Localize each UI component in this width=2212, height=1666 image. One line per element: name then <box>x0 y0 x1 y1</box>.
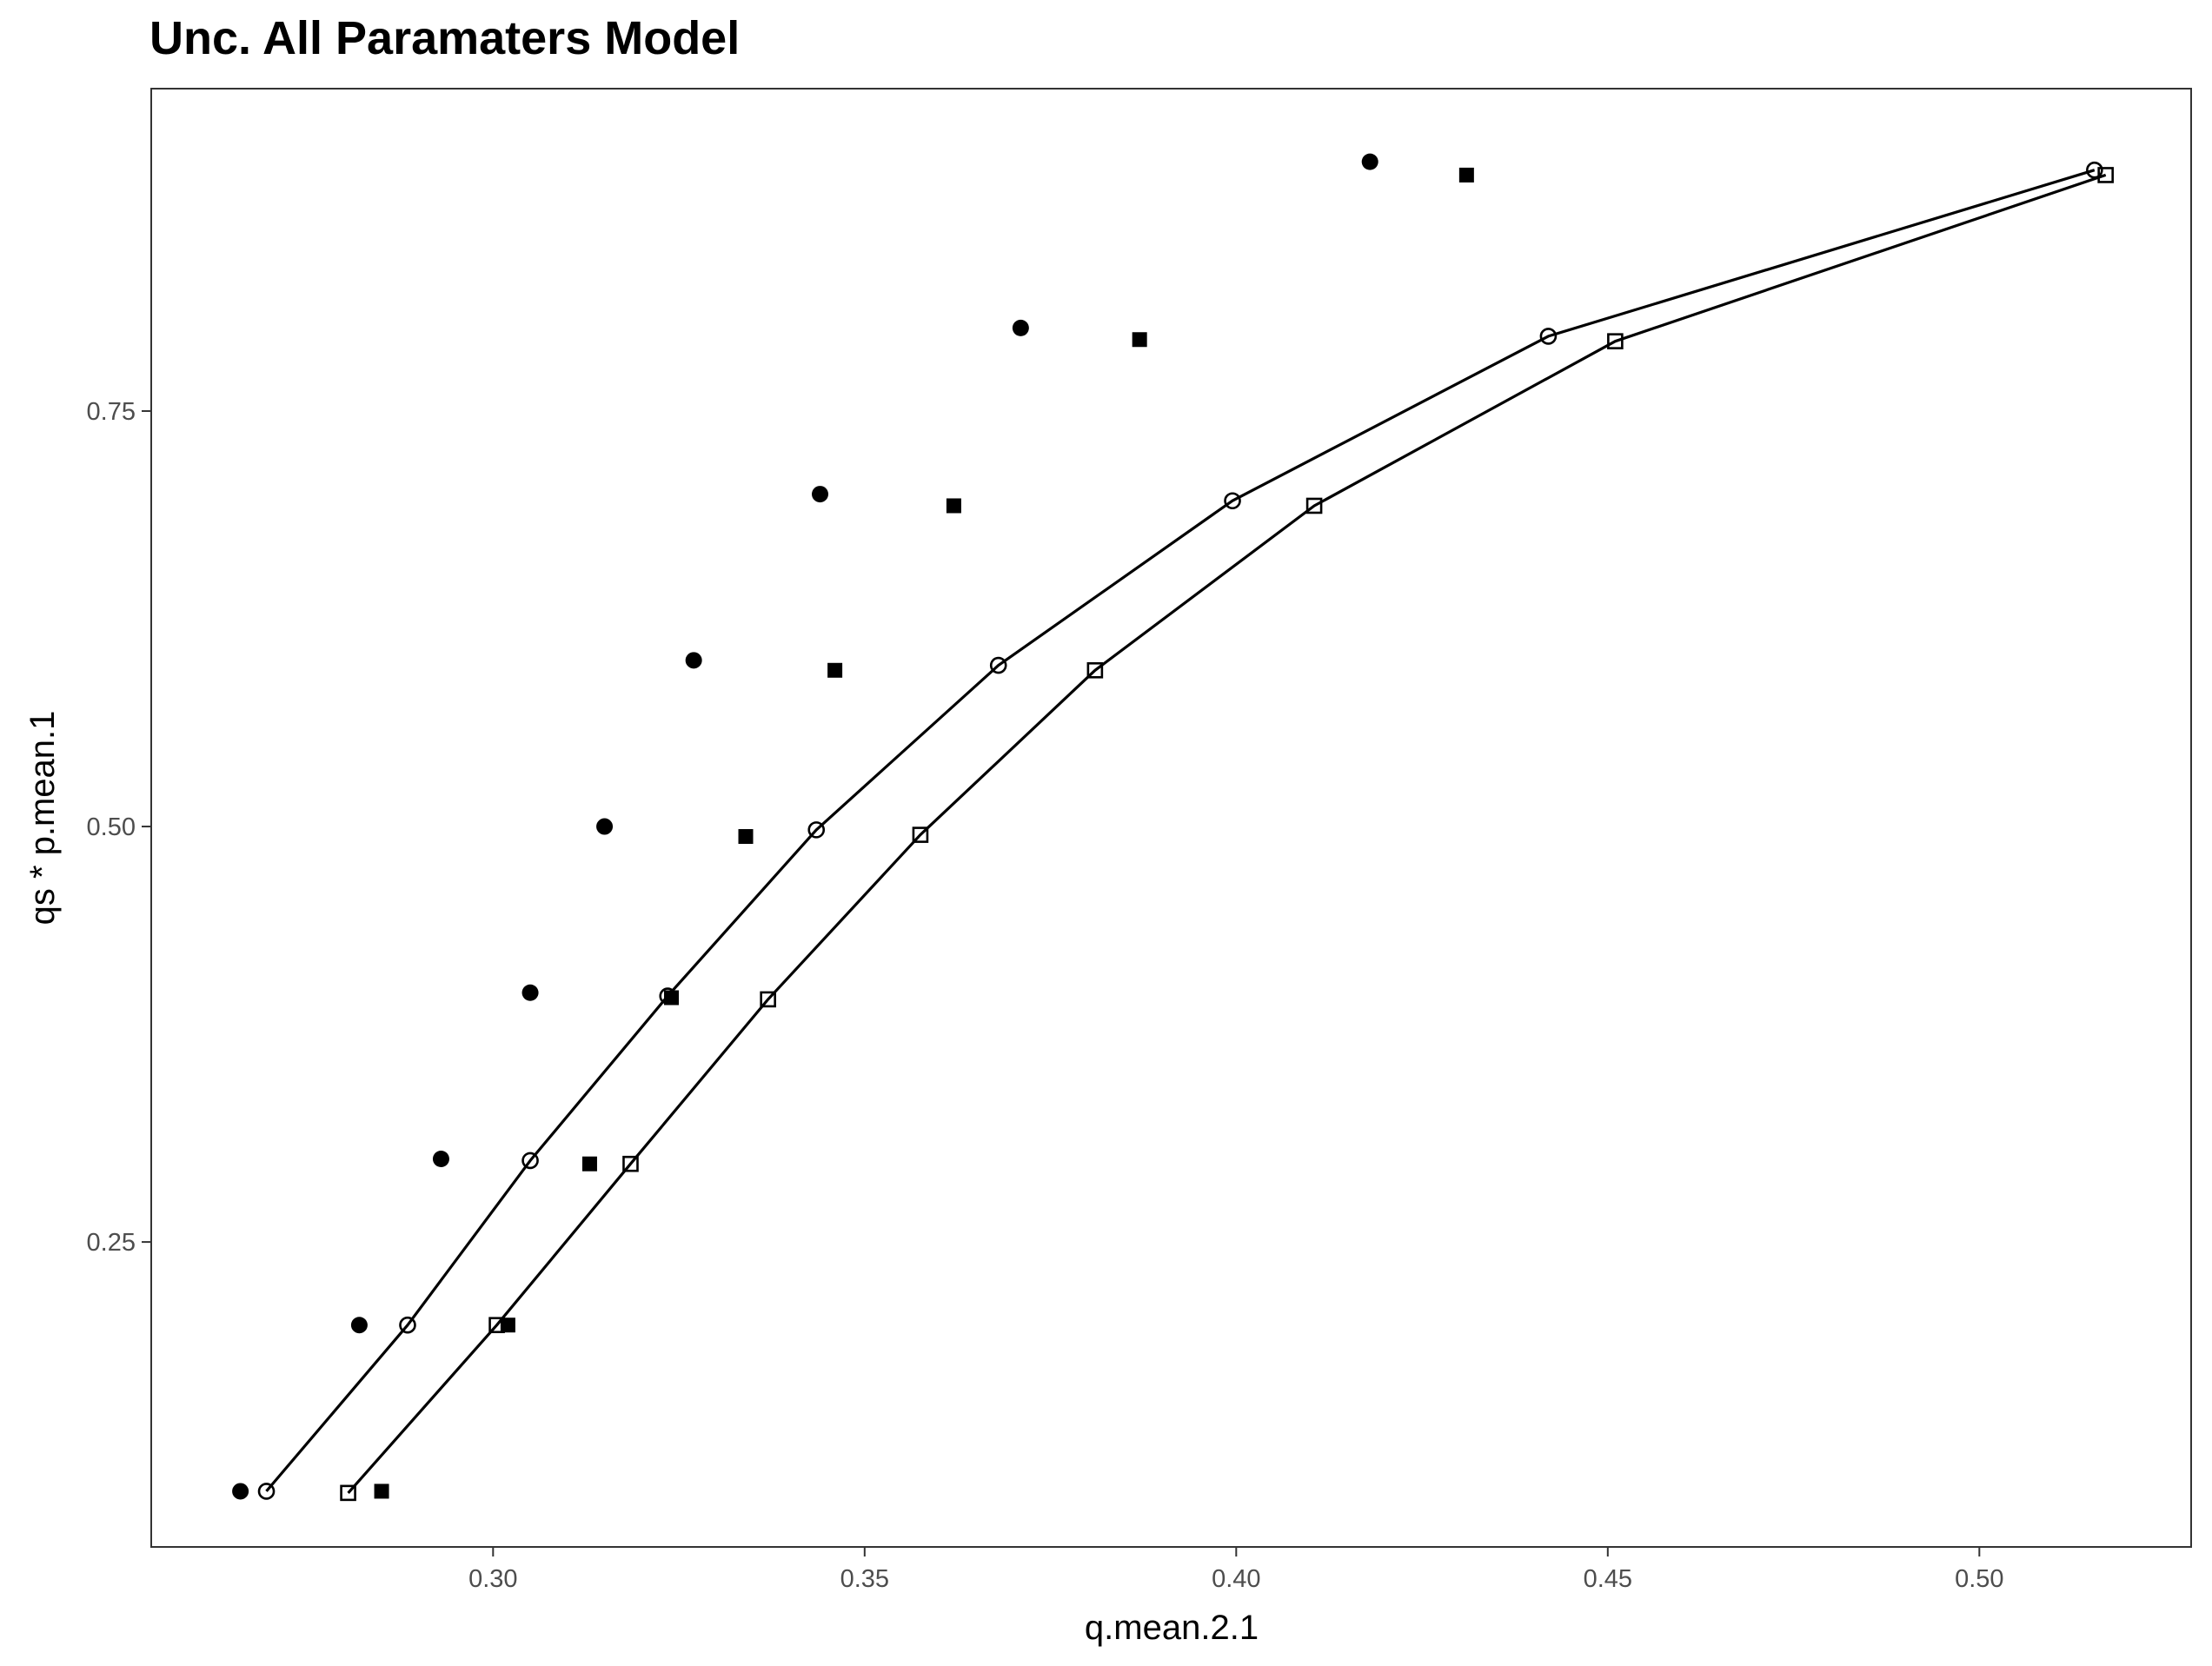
data-point-open-square <box>622 1155 639 1172</box>
x-axis: 0.30 0.35 0.40 0.45 0.50 <box>468 1547 2004 1593</box>
y-axis-title: qs * p.mean.1 <box>23 711 62 926</box>
x-tick-label: 0.35 <box>840 1565 889 1593</box>
data-point-filled-square <box>581 1156 597 1172</box>
chart-title: Unc. All Paramaters Model <box>149 12 740 64</box>
series-layer <box>232 153 2114 1502</box>
data-point-filled-square <box>946 498 961 514</box>
x-tick-label: 0.45 <box>1584 1565 1632 1593</box>
data-point-open-square <box>912 826 929 843</box>
data-point-filled-square <box>738 829 754 845</box>
data-point-filled-circle <box>812 486 829 503</box>
series-lines <box>265 169 2107 1494</box>
data-point-open-square <box>1607 333 1624 349</box>
data-point-open-square <box>488 1317 505 1334</box>
data-point-filled-circle <box>1361 153 1378 170</box>
y-tick-label: 0.50 <box>87 813 136 841</box>
data-point-open-square <box>1305 497 1323 514</box>
data-point-filled-square <box>1132 332 1147 348</box>
data-point-open-square <box>2097 167 2114 183</box>
data-point-open-circle <box>257 1483 276 1500</box>
y-axis: 0.25 0.50 0.75 <box>87 398 151 1257</box>
x-axis-title: q.mean.2.1 <box>1085 1609 1259 1647</box>
y-tick-label: 0.75 <box>87 398 136 426</box>
series-line-open-square <box>347 173 2107 1494</box>
data-point-open-square <box>760 991 776 1008</box>
plot-panel <box>150 88 2192 1548</box>
data-point-filled-square <box>827 662 843 678</box>
data-point-filled-circle <box>521 984 539 1001</box>
x-tick-label: 0.40 <box>1212 1565 1260 1593</box>
data-point-filled-circle <box>1012 319 1029 336</box>
data-point-filled-circle <box>685 652 702 669</box>
x-tick-label: 0.50 <box>1955 1565 2003 1593</box>
x-tick-label: 0.30 <box>468 1565 517 1593</box>
y-tick-label: 0.25 <box>87 1229 136 1257</box>
data-point-open-square <box>340 1484 356 1502</box>
data-point-open-circle <box>399 1316 416 1334</box>
data-point-filled-circle <box>350 1317 368 1334</box>
data-point-filled-circle <box>232 1483 249 1500</box>
data-point-open-circle <box>807 821 826 839</box>
data-point-filled-circle <box>596 818 614 835</box>
data-point-filled-square <box>374 1483 389 1499</box>
data-point-open-circle <box>989 656 1007 674</box>
series-markers <box>232 153 2114 1502</box>
data-point-filled-circle <box>432 1150 449 1167</box>
data-point-open-circle <box>1539 328 1558 345</box>
data-point-open-circle <box>2086 161 2103 179</box>
data-point-open-square <box>1086 661 1104 679</box>
data-point-open-circle <box>1224 492 1241 510</box>
data-point-open-circle <box>659 987 677 1005</box>
data-point-filled-square <box>1458 167 1474 183</box>
series-line-open-circle <box>265 169 2096 1492</box>
data-point-open-circle <box>521 1152 539 1170</box>
